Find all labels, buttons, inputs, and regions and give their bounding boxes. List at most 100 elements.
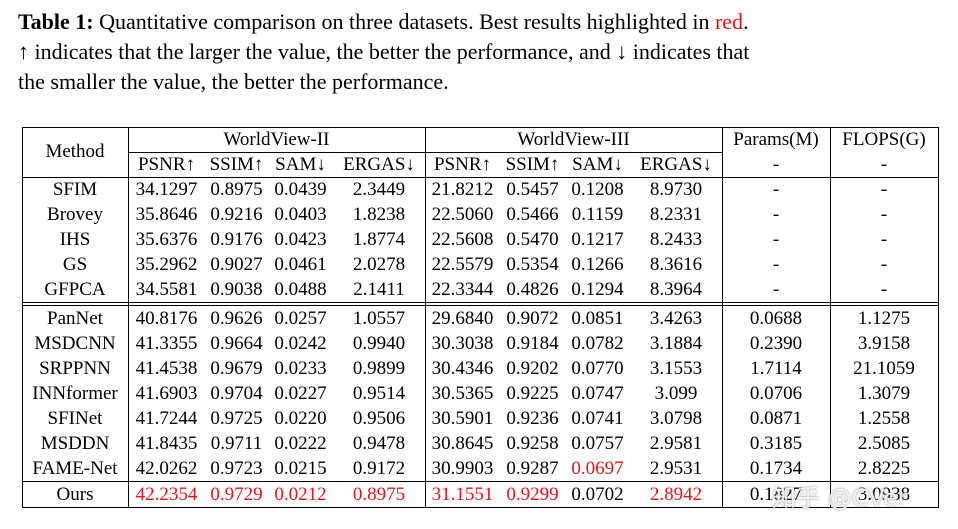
value-cell: 0.9236 (506, 408, 559, 429)
value-cell: 0.0215 (274, 458, 327, 479)
method-name: GS (62, 254, 88, 275)
value-cell: 2.9581 (649, 433, 703, 454)
value-cell: 0.9725 (210, 408, 263, 429)
value-cell: 41.3355 (135, 333, 198, 354)
value-cell: 3.0938 (857, 484, 911, 505)
metric-header: - (880, 154, 888, 175)
metric-header: PSNR↑ (137, 154, 196, 175)
method-name: MSDCNN (34, 333, 116, 354)
value-cell: 2.9531 (649, 458, 703, 479)
value-cell: 0.0688 (749, 308, 803, 329)
method-name: FAME-Net (32, 458, 118, 479)
value-cell: 22.5579 (431, 254, 494, 275)
value-cell: 1.8238 (352, 204, 406, 225)
value-cell: 0.0871 (749, 408, 803, 429)
value-cell: 0.0851 (571, 308, 624, 329)
value-cell: 2.8942 (649, 484, 703, 505)
value-cell: - (772, 254, 780, 275)
value-cell: 30.3038 (431, 333, 494, 354)
value-cell: 30.8645 (431, 433, 494, 454)
value-cell: 0.9027 (210, 254, 263, 275)
value-cell: 2.3449 (352, 179, 406, 200)
caption-line: Table 1: Quantitative comparison on thre… (18, 9, 749, 35)
value-cell: 0.1159 (571, 204, 624, 225)
value-cell: 0.9176 (210, 229, 263, 250)
method-name: SRPPNN (39, 358, 111, 379)
rule (22, 177, 939, 178)
value-cell: 0.9258 (506, 433, 559, 454)
value-cell: 0.0702 (571, 484, 624, 505)
metric-header: ERGAS↓ (343, 154, 415, 175)
value-cell: 22.3344 (431, 279, 494, 300)
value-cell: 31.1551 (431, 484, 494, 505)
value-cell: - (880, 179, 888, 200)
group-header: FLOPS(G) (842, 129, 926, 150)
value-cell: 0.1827 (749, 484, 803, 505)
rule (22, 127, 939, 128)
metric-header: PSNR↑ (433, 154, 492, 175)
value-cell: 0.9038 (210, 279, 263, 300)
value-cell: 30.4346 (431, 358, 494, 379)
caption-line: ↑ indicates that the larger the value, t… (18, 39, 750, 64)
metric-header: SAM↓ (275, 154, 326, 175)
value-cell: 0.9184 (506, 333, 559, 354)
value-cell: 0.9225 (506, 383, 559, 404)
rule (22, 127, 23, 508)
value-cell: 0.0242 (274, 333, 327, 354)
value-cell: 0.9299 (506, 484, 559, 505)
value-cell: 0.8975 (352, 484, 406, 505)
caption-text: Quantitative comparison on three dataset… (99, 9, 710, 34)
value-cell: 0.0697 (571, 458, 624, 479)
value-cell: 30.5365 (431, 383, 494, 404)
value-cell: 0.0488 (274, 279, 327, 300)
value-cell: 0.0403 (274, 204, 327, 225)
value-cell: 0.0227 (274, 383, 327, 404)
value-cell: - (772, 179, 780, 200)
value-cell: 35.2962 (135, 254, 198, 275)
value-cell: 41.6903 (135, 383, 198, 404)
value-cell: 0.0782 (571, 333, 624, 354)
value-cell: 35.6376 (135, 229, 198, 250)
value-cell: 0.1208 (571, 179, 624, 200)
value-cell: 0.5354 (506, 254, 559, 275)
value-cell: 0.9679 (210, 358, 263, 379)
method-header: Method (45, 141, 105, 162)
value-cell: 0.0439 (274, 179, 327, 200)
value-cell: 41.7244 (135, 408, 198, 429)
value-cell: 0.0706 (749, 383, 803, 404)
method-name: INNformer (32, 383, 118, 404)
rule (938, 127, 939, 508)
value-cell: 40.8176 (135, 308, 198, 329)
value-cell: 34.1297 (135, 179, 198, 200)
rule (22, 302, 939, 303)
rule (22, 481, 939, 482)
value-cell: 0.9704 (210, 383, 263, 404)
watermark: 知乎 @CVer (772, 484, 908, 512)
value-cell: 0.9723 (210, 458, 263, 479)
method-name: SFINet (47, 408, 103, 429)
method-name: IHS (59, 229, 91, 250)
method-name: Brovey (47, 204, 103, 225)
group-header: Params(M) (733, 129, 819, 150)
value-cell: 2.0278 (352, 254, 406, 275)
value-cell: 22.5608 (431, 229, 494, 250)
caption-label: Table 1: (18, 9, 94, 34)
metric-header: SSIM↑ (209, 154, 264, 175)
metric-header: ERGAS↓ (640, 154, 712, 175)
value-cell: 0.2390 (749, 333, 803, 354)
value-cell: 0.4826 (506, 279, 559, 300)
value-cell: 1.7114 (750, 358, 802, 379)
metric-header: SAM↓ (572, 154, 623, 175)
value-cell: 8.2433 (649, 229, 703, 250)
rule (425, 127, 426, 508)
value-cell: 0.1734 (749, 458, 803, 479)
value-cell: 0.0212 (274, 484, 327, 505)
value-cell: 0.0423 (274, 229, 327, 250)
rule (722, 127, 723, 508)
value-cell: - (880, 254, 888, 275)
value-cell: 0.9626 (210, 308, 263, 329)
value-cell: 3.0798 (649, 408, 703, 429)
value-cell: 0.0220 (274, 408, 327, 429)
method-name: Ours (56, 484, 94, 505)
